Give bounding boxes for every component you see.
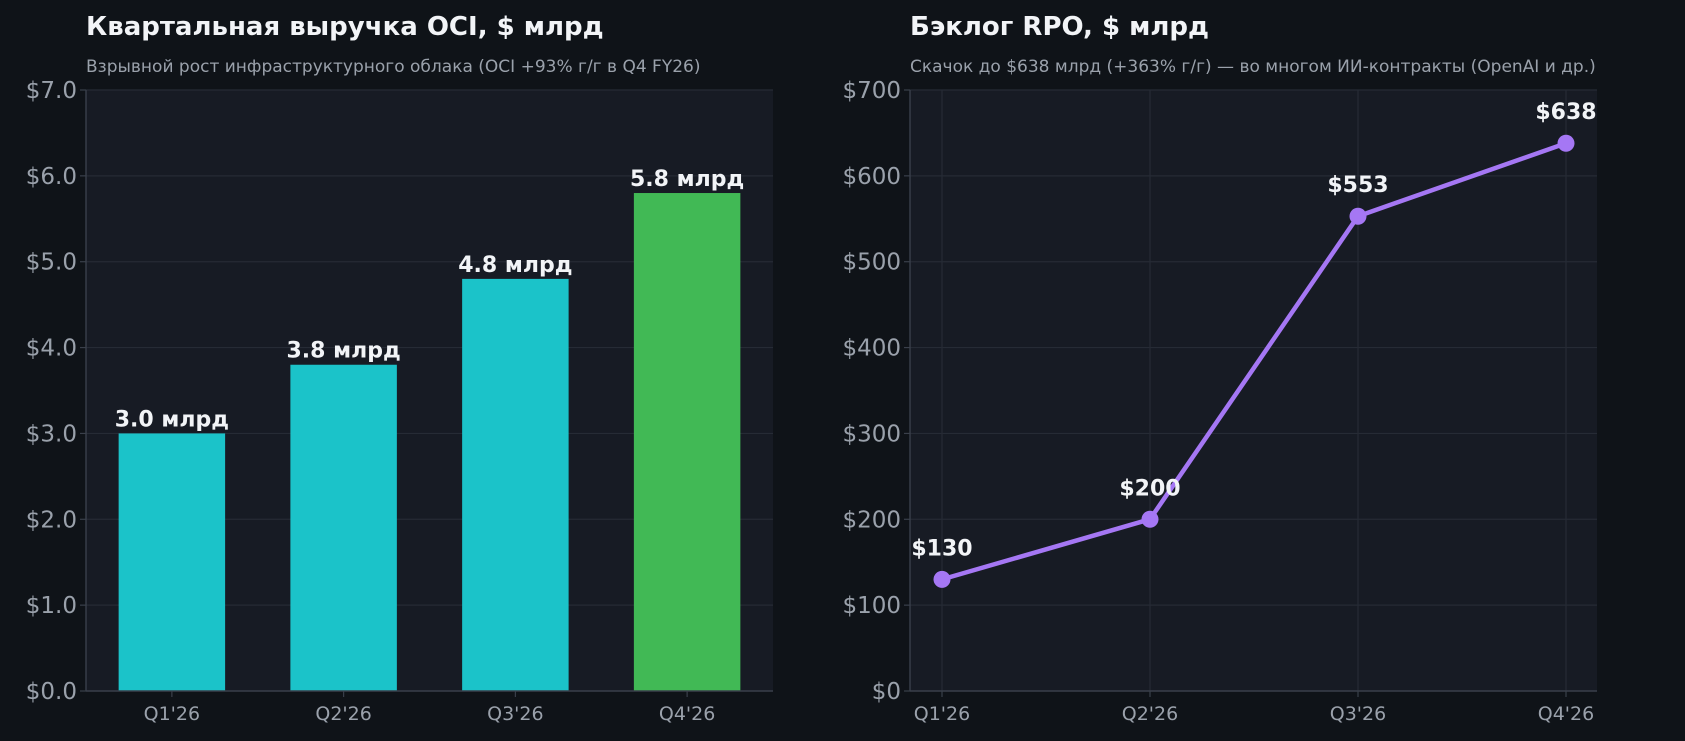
- oci-x-axis: Q1'26 Q2'26 Q3'26 Q4'26: [86, 690, 773, 725]
- oci-data-labels: 3.0 млрд 3.8 млрд 4.8 млрд 5.8 млрд: [115, 167, 745, 432]
- rpo-chart-title: Бэклог RPO, $ млрд: [910, 12, 1209, 42]
- rpo-backlog-chart: $130$200$553$638 $0$100$200$300$400$500$…: [842, 12, 1597, 725]
- rpo-y-tick-label: $100: [842, 593, 901, 619]
- oci-bar: [118, 433, 226, 691]
- rpo-y-tick-label: $400: [842, 336, 901, 362]
- oci-bar-value-label: 5.8 млрд: [630, 167, 744, 192]
- oci-x-tick-label: Q2'26: [315, 703, 371, 725]
- rpo-y-tick-label: $300: [842, 421, 901, 447]
- oci-bar-value-label: 3.0 млрд: [115, 407, 229, 432]
- rpo-line-point: [1349, 207, 1367, 225]
- oci-y-tick-label: $1.0: [26, 593, 77, 619]
- oci-x-tick-label: Q1'26: [144, 703, 200, 725]
- oci-y-tick-label: $7.0: [26, 78, 77, 104]
- rpo-y-tick-label: $700: [842, 78, 901, 104]
- oci-y-tick-label: $5.0: [26, 250, 77, 276]
- oci-y-tick-label: $2.0: [26, 507, 77, 533]
- rpo-x-tick-label: Q3'26: [1330, 703, 1386, 725]
- rpo-point-value-label: $130: [911, 536, 972, 561]
- oci-y-tick-label: $4.0: [26, 336, 77, 362]
- oci-y-axis: $0.0 $1.0 $2.0 $3.0 $4.0 $5.0 $6.0 $7.0: [26, 78, 87, 705]
- oci-bar: [290, 364, 397, 691]
- rpo-x-tick-label: Q2'26: [1122, 703, 1178, 725]
- oci-y-tick-label: $6.0: [26, 164, 77, 190]
- oci-bar-value-label: 3.8 млрд: [287, 339, 401, 364]
- rpo-y-tick-label: $500: [842, 250, 901, 276]
- oci-x-tick-label: Q4'26: [659, 703, 715, 725]
- rpo-x-tick-label: Q1'26: [914, 703, 970, 725]
- rpo-x-tick-label: Q4'26: [1538, 703, 1594, 725]
- oci-x-tick-label: Q3'26: [487, 703, 543, 725]
- oci-bars: [118, 193, 741, 691]
- rpo-grid: [910, 89, 1597, 691]
- rpo-point-value-label: $200: [1119, 476, 1180, 501]
- rpo-line-point: [933, 570, 951, 588]
- oci-y-tick-label: $3.0: [26, 421, 77, 447]
- oci-chart-title: Квартальная выручка OCI, $ млрд: [86, 12, 604, 42]
- oci-bar-value-label: 4.8 млрд: [458, 253, 572, 278]
- oci-y-tick-label: $0.0: [26, 679, 77, 705]
- oci-chart-subtitle: Взрывной рост инфраструктурного облака (…: [86, 57, 700, 77]
- rpo-x-axis: Q1'26 Q2'26 Q3'26 Q4'26: [910, 690, 1597, 725]
- rpo-y-axis: $0 $100 $200 $300 $400 $500 $600 $700: [842, 78, 911, 705]
- rpo-point-value-label: $638: [1535, 100, 1596, 125]
- rpo-y-tick-label: $0: [872, 679, 901, 705]
- oci-bar: [633, 193, 741, 691]
- rpo-y-tick-label: $200: [842, 507, 901, 533]
- rpo-line-series: [933, 134, 1575, 588]
- rpo-plot-area: [910, 90, 1597, 691]
- rpo-line-point: [1141, 510, 1159, 528]
- rpo-line-path: [939, 140, 1569, 582]
- oci-bar: [462, 278, 569, 691]
- rpo-data-labels: $130 $200 $553 $638: [911, 100, 1596, 561]
- oci-revenue-chart: 3.0 млрд 3.8 млрд 4.8 млрд 5.8 млрд $0.0 $1.…: [26, 12, 773, 725]
- rpo-y-tick-label: $600: [842, 164, 901, 190]
- rpo-chart-subtitle: Скачок до $638 млрд (+363% г/г) — во мно…: [910, 57, 1596, 77]
- rpo-point-value-label: $553: [1327, 173, 1388, 198]
- rpo-line-point: [1557, 134, 1575, 152]
